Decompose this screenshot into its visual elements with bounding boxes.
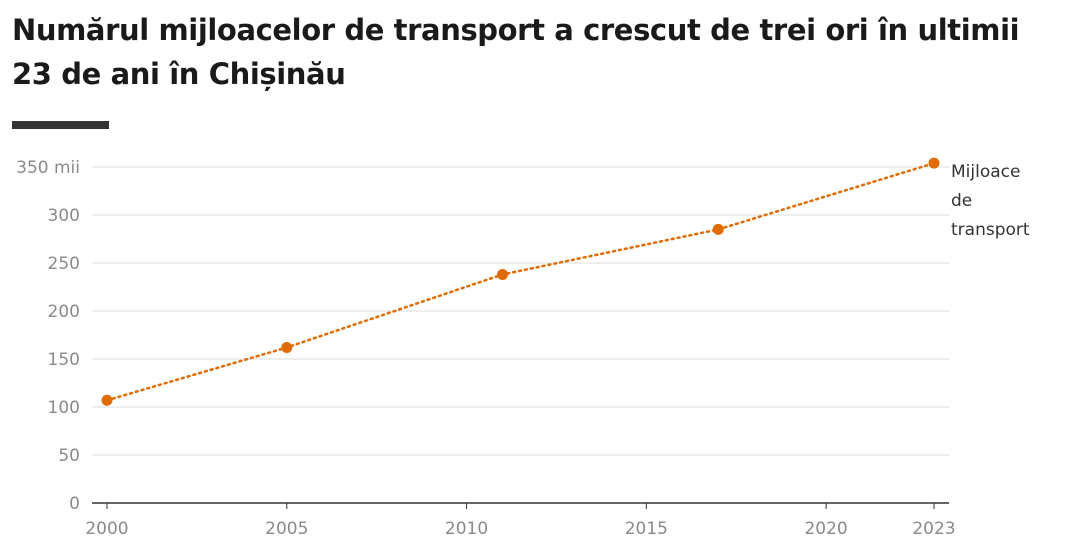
x-tick-label: 2020 <box>804 519 847 539</box>
y-tick-label: 300 <box>48 206 80 226</box>
data-point-2000 <box>101 394 113 406</box>
x-tick-label: 2005 <box>265 519 308 539</box>
y-tick-label: 200 <box>48 302 80 322</box>
chart-title: Numărul mijloacelor de transport a cresc… <box>12 13 1020 91</box>
x-tick-label: 2015 <box>625 519 668 539</box>
x-tick-label: 2023 <box>912 519 955 539</box>
series-label-line: Mijloace <box>951 162 1020 182</box>
data-points <box>101 157 940 406</box>
series-label-line: transport <box>951 220 1030 240</box>
y-tick-label: 150 <box>48 350 80 370</box>
y-tick-label: 250 <box>48 254 80 274</box>
series-label: Mijloace de transport <box>951 162 1030 240</box>
gridlines <box>92 166 949 456</box>
y-tick-label: 350 mii <box>16 158 80 178</box>
y-tick-label: 50 <box>58 446 80 466</box>
data-point-2023 <box>928 157 940 169</box>
data-point-2005 <box>281 341 293 353</box>
series-line-mijloace-de-transport <box>105 161 936 402</box>
data-point-2011 <box>497 269 509 281</box>
series-label-line: de <box>951 191 972 211</box>
title-underline <box>12 121 109 129</box>
x-axis-ticks: 2000 2005 2010 2015 2020 2023 <box>85 503 956 539</box>
x-tick-label: 2010 <box>445 519 488 539</box>
y-axis-ticks: 0 50 100 150 200 250 300 350 mii <box>16 158 80 514</box>
x-tick-label: 2000 <box>85 519 128 539</box>
data-point-2017 <box>712 223 724 235</box>
y-tick-label: 0 <box>69 494 80 514</box>
y-tick-label: 100 <box>48 398 80 418</box>
